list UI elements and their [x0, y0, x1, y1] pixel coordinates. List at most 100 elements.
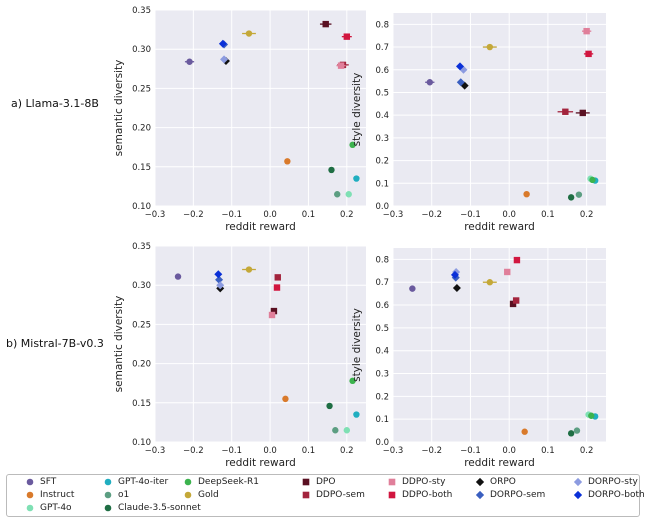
- y-tick-label: 0.5: [375, 324, 389, 334]
- x-tick-label: −0.3: [145, 446, 166, 456]
- point-sft: [409, 285, 416, 292]
- y-tick-label: 0.15: [132, 163, 151, 173]
- point-claude-3-5-sonnet: [326, 402, 333, 410]
- legend-item-claude-3-5-sonnet: Claude-3.5-sonnet: [103, 503, 201, 513]
- legend-label: DPO: [316, 477, 336, 487]
- panel-3: −0.3 −0.2 −0.1 0.0 0.1 0.2 0.10 0.15 0.20 0.25 0.3…: [113, 242, 366, 469]
- panel-4: −0.3 −0.2 −0.1 0.0 0.1 0.2 0.0 0.1 0.2 0.3 0.4 0.5 0…: [351, 248, 606, 469]
- y-tick-label: 0.6: [375, 66, 389, 76]
- y-tick-label: 0.20: [132, 360, 151, 370]
- y-axis-label: semantic diversity: [113, 60, 125, 157]
- legend-item-gold: Gold: [183, 490, 219, 500]
- y-tick-label: 0.35: [132, 6, 151, 16]
- x-tick-label: 0.0: [502, 446, 516, 456]
- legend-item-sft: SFT: [25, 477, 56, 487]
- legend-marker-circle: [26, 491, 34, 499]
- legend-marker-circle: [26, 478, 34, 486]
- y-tick-label: 0.3: [375, 370, 389, 380]
- legend-item-dpo: DPO: [301, 477, 335, 487]
- legend-label: DDPO-sem: [316, 490, 365, 500]
- x-tick-label: −0.1: [221, 210, 242, 220]
- legend-marker-square: [388, 478, 396, 486]
- legend-marker-circle: [104, 491, 112, 499]
- row-label-mistral: b) Mistral-7B-v0.3: [6, 337, 104, 350]
- point-dorpo-sem: [215, 275, 224, 284]
- y-tick-label: 0.7: [375, 278, 389, 288]
- point-gpt-4o: [343, 427, 351, 434]
- x-tick-label: 0.2: [580, 210, 594, 220]
- legend-label: GPT-4o: [40, 503, 72, 513]
- legend-marker-diamond: [573, 490, 583, 500]
- legend-marker-diamond: [475, 490, 485, 500]
- point-ddpo-sem: [557, 108, 574, 115]
- y-tick-label: 0.6: [375, 301, 389, 311]
- point-dorpo-both: [218, 39, 227, 48]
- panel-2: −0.3 −0.2 −0.1 0.0 0.1 0.2 0.0 0.1 0.2 0.3 0.4 0.5 0…: [351, 13, 606, 233]
- legend-marker-circle: [26, 504, 34, 512]
- point-gpt-4o-iter: [353, 175, 360, 182]
- plot-area: [155, 246, 366, 442]
- x-tick-label: 0.2: [340, 446, 354, 456]
- point-sft: [184, 58, 195, 65]
- y-tick-label: 0.8: [375, 255, 389, 265]
- point-deepseek-r1: [589, 176, 596, 184]
- legend-marker-diamond: [475, 477, 485, 487]
- x-tick-label: −0.1: [460, 446, 481, 456]
- legend-label: DDPO-sty: [402, 477, 446, 487]
- x-tick-label: 0.2: [340, 210, 354, 220]
- y-tick-label: 0.7: [375, 43, 389, 53]
- point-dorpo-both: [450, 270, 459, 279]
- legend-marker-square: [302, 478, 310, 486]
- x-tick-label: 0.1: [302, 446, 316, 456]
- point-dpo: [509, 300, 517, 308]
- y-tick-label: 0.20: [132, 124, 151, 134]
- legend-item-ddpo-sty: DDPO-sty: [387, 477, 445, 487]
- plot-area: [393, 248, 606, 442]
- x-tick-label: 0.1: [541, 446, 555, 456]
- y-tick-label: 0.30: [132, 281, 151, 291]
- legend-marker-square: [388, 491, 396, 499]
- x-tick-label: −0.2: [421, 210, 442, 220]
- x-tick-label: −0.2: [183, 446, 204, 456]
- legend-label: GPT-4o-iter: [118, 477, 169, 487]
- y-tick-label: 0.4: [375, 347, 389, 357]
- y-tick-label: 0.0: [375, 202, 389, 212]
- point-ddpo-sem: [512, 297, 520, 304]
- panel-1: −0.3 −0.2 −0.1 0.0 0.1 0.2 0.10 0.15 0.20 0.25 0.3…: [113, 6, 366, 233]
- y-tick-label: 0.1: [375, 415, 389, 425]
- y-tick-label: 0.5: [375, 88, 389, 98]
- point-claude-3-5-sonnet: [328, 166, 335, 174]
- point-ddpo-both: [583, 50, 594, 58]
- legend-item-gpt-4o: GPT-4o: [25, 503, 72, 513]
- y-tick-label: 0.4: [375, 111, 389, 121]
- legend-label: Instruct: [40, 490, 75, 500]
- y-axis-label: semantic diversity: [113, 296, 125, 393]
- x-tick-label: 0.0: [263, 210, 277, 220]
- point-instruct: [284, 158, 291, 165]
- legend-item-dorpo-sty: DORPO-sty: [573, 477, 638, 487]
- point-sft: [174, 273, 182, 280]
- legend-marker-circle: [104, 478, 112, 486]
- legend-label: ORPO: [490, 477, 516, 487]
- point-claude-3-5-sonnet: [567, 430, 575, 437]
- x-tick-label: −0.1: [460, 210, 481, 220]
- point-ddpo-sem: [274, 274, 281, 281]
- point-gpt-4o-iter: [353, 411, 360, 418]
- legend-label: DORPO-both: [588, 490, 645, 500]
- point-dorpo-sty: [216, 281, 225, 290]
- legend-label: o1: [118, 490, 130, 500]
- legend-label: SFT: [40, 477, 57, 487]
- point-ddpo-both: [341, 33, 352, 40]
- point-deepseek-r1: [588, 412, 595, 419]
- point-o1: [575, 191, 583, 198]
- x-tick-label: 0.1: [541, 210, 555, 220]
- plot-area: [393, 13, 606, 206]
- legend-item-dorpo-both: DORPO-both: [573, 490, 645, 500]
- legend-marker-circle: [184, 491, 192, 499]
- y-tick-label: 0.8: [375, 20, 389, 30]
- point-deepseek-r1: [349, 377, 356, 385]
- x-tick-label: −0.1: [221, 446, 242, 456]
- point-ddpo-sty: [504, 268, 511, 276]
- point-instruct: [282, 395, 289, 403]
- x-tick-label: −0.2: [183, 210, 204, 220]
